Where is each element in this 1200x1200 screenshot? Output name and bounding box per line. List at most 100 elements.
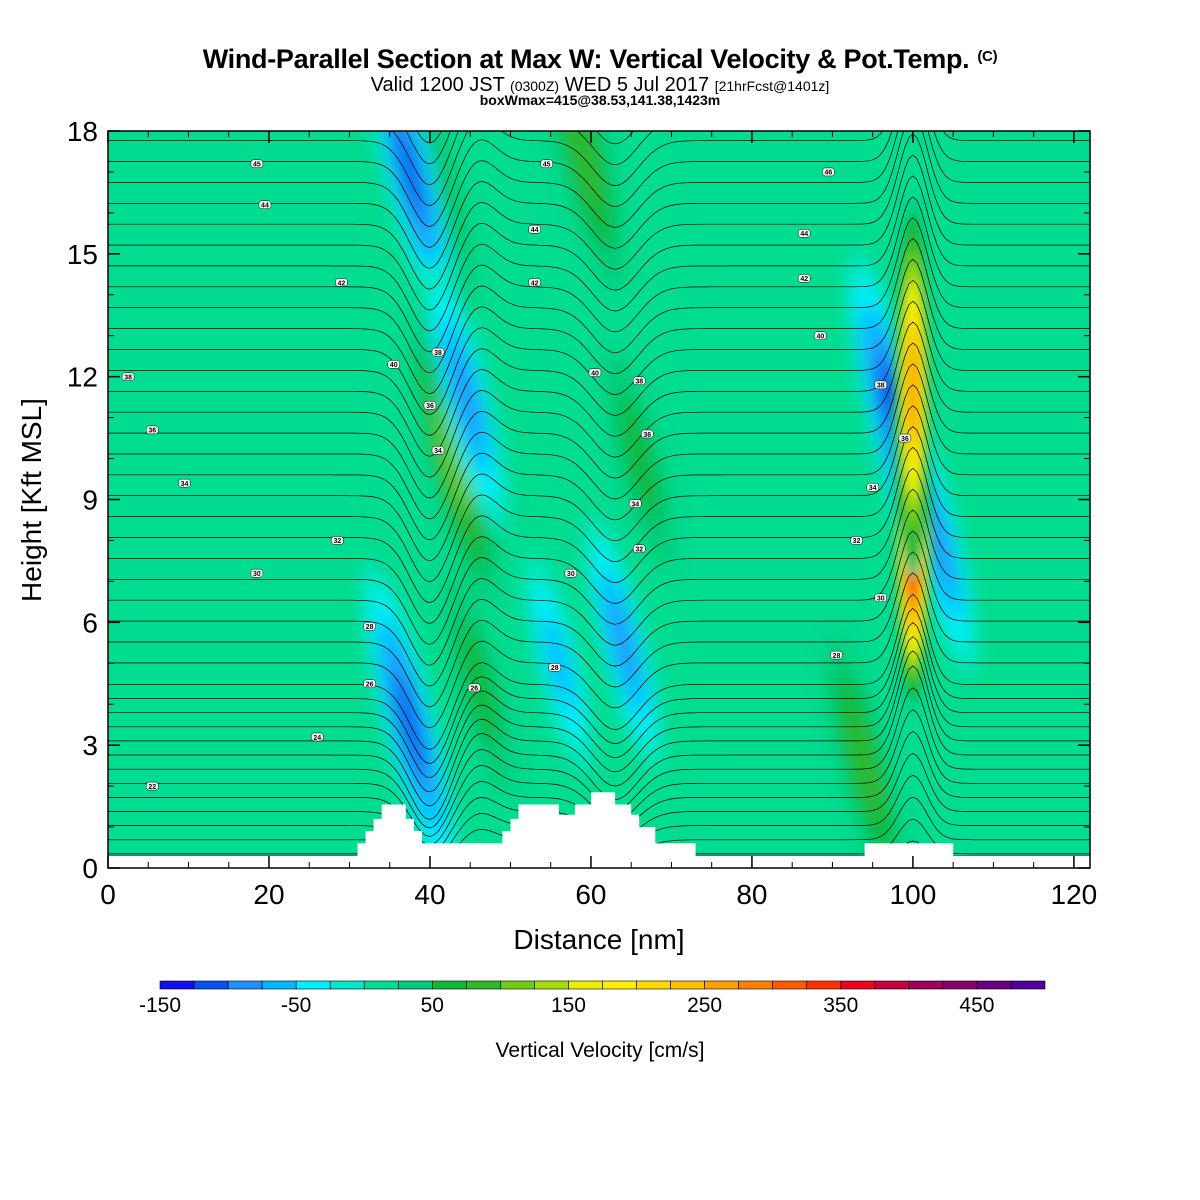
theta-contours [108,0,1090,857]
terrain [108,792,1090,868]
colorbar-swatch [670,980,705,990]
colorbar-swatch [704,980,739,990]
theta-label-text: 34 [869,485,877,492]
x-tick-label: 120 [1051,879,1098,910]
velocity-shade [565,131,601,211]
theta-label-28: 44 [798,229,811,238]
colorbar-swatch [227,980,263,990]
theta-label-text: 34 [434,448,442,455]
theta-label-36: 28 [830,650,843,660]
theta-isoline [108,196,1090,353]
colorbar-swatch [534,980,569,990]
theta-label-text: 42 [338,280,346,287]
colorbar-swatch [466,980,501,990]
theta-label-text: 44 [531,227,539,234]
colorbar-swatch [193,980,229,990]
theta-isoline [108,0,1090,80]
box-wmax-info: boxWmax=415@38.53,141.38,1423m [479,92,721,108]
theta-isoline [108,405,1090,562]
theta-label-16: 26 [467,683,481,693]
theta-isoline [108,622,1090,779]
theta-isoline [108,217,1090,374]
theta-label-text: 40 [591,370,599,377]
theta-label-text: 26 [366,682,374,689]
valid-date: WED 5 Jul 2017 [564,74,710,96]
theta-label-21: 38 [632,376,646,386]
theta-isoline [108,572,1090,729]
theta-isoline [108,154,1090,311]
theta-isoline [108,300,1090,457]
theta-label-7: 30 [250,568,264,578]
theta-label-34: 32 [850,536,863,545]
copyright-mark: (C) [977,48,998,65]
colorbar-swatch [874,980,910,990]
theta-label-32: 36 [898,433,912,443]
velocity-shade [451,347,482,447]
theta-isoline [108,530,1090,687]
theta-label-4: 36 [146,425,159,435]
theta-isoline [108,636,1090,793]
theta-isoline [108,133,1090,290]
downdraft-core-11 [364,131,456,327]
colorbar-swatch [942,980,978,990]
theta-isoline [108,131,1090,248]
y-axis-label: Height [Kft MSL] [16,398,47,602]
y-tick-label: 15 [67,239,98,270]
x-tick-label: 60 [575,879,606,910]
x-tick-label: 100 [890,879,937,910]
y-tick-label: 3 [82,730,98,761]
theta-isoline [108,650,1090,807]
forecast-info: [21hrFcst@1401z] [714,78,830,94]
terrain-silhouette [108,792,1090,868]
theta-label-33: 34 [866,482,879,492]
colorbar-tick-label: -150 [139,994,181,1017]
colorbar-tick-label: -50 [281,994,311,1017]
colorbar-tick-label: 450 [959,994,994,1017]
theta-label-30: 40 [814,331,827,341]
colorbar-swatch [568,980,603,990]
chart-subtitle: Valid 1200 JST (0300Z) WED 5 Jul 2017 [2… [0,74,1200,97]
theta-label-text: 24 [313,735,321,742]
theta-label-text: 40 [390,362,398,369]
theta-label-text: 40 [816,334,824,341]
downdraft-core-12 [425,260,508,535]
theta-label-text: 38 [434,350,442,357]
theta-label-29: 42 [798,274,811,283]
colorbar-swatch [363,980,399,990]
theta-label-text: 22 [148,784,156,791]
theta-label-23: 34 [628,499,642,508]
theta-isoline [108,175,1090,332]
vertical-velocity-field [108,131,1090,868]
theta-label-17: 45 [540,159,553,169]
theta-label-text: 30 [567,571,575,578]
colorbar-tick-label: 350 [823,994,858,1017]
theta-isoline [108,551,1090,708]
colorbar-swatch [806,980,842,990]
theta-isoline [416,131,442,144]
y-tick-label: 6 [82,607,98,638]
velocity-shade [395,131,425,222]
y-tick-label: 0 [82,853,98,884]
theta-isoline [108,0,1090,59]
theta-label-text: 28 [366,624,374,631]
theta-isoline [108,238,1090,395]
theta-label-text: 36 [901,436,909,443]
colorbar-label: Vertical Velocity [cm/s] [496,1039,705,1062]
theta-isoline [108,131,1090,269]
theta-label-text: 32 [635,546,643,553]
colorbar-swatch [772,980,808,990]
y-tick-label: 18 [67,116,98,147]
colorbar-swatch [976,980,1012,990]
colorbar-swatch [636,980,671,990]
theta-label-35: 30 [874,593,887,603]
theta-label-text: 38 [877,383,885,390]
theta-label-5: 34 [178,478,191,488]
theta-isoline [108,608,1090,764]
theta-isoline [108,384,1090,541]
theta-label-11: 22 [146,781,159,791]
updraft-core-3 [541,131,624,289]
theta-label-text: 44 [800,231,808,238]
colorbar-swatch [397,980,433,990]
theta-label-19: 42 [528,278,541,287]
